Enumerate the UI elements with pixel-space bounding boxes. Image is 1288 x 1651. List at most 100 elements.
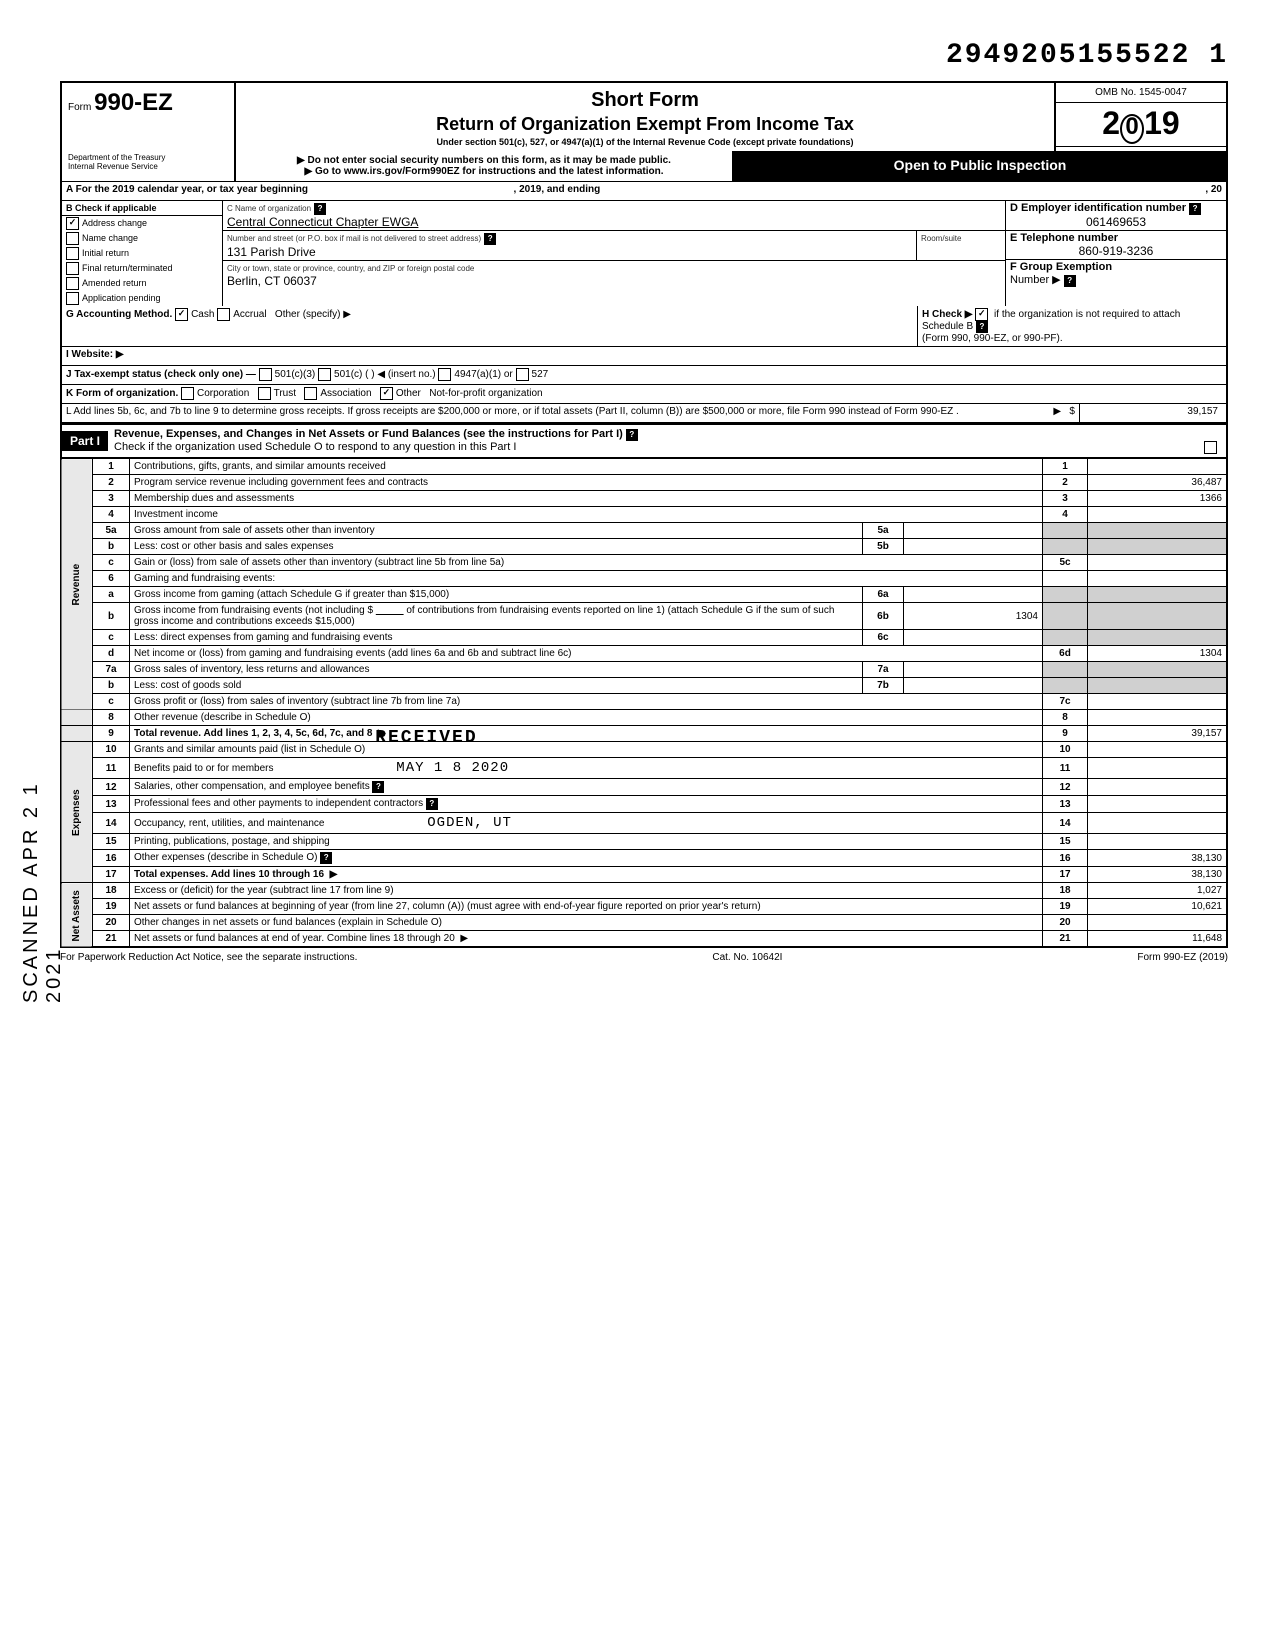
j-527-checkbox[interactable] [516, 368, 529, 381]
room-label: Room/suite [921, 234, 961, 243]
help-icon: ? [976, 321, 988, 333]
date-stamp: MAY 1 8 2020 [396, 760, 509, 776]
warn-url: Go to www.irs.gov/Form990EZ for instruct… [240, 166, 728, 177]
amt-val: 38,130 [1088, 867, 1228, 883]
line-desc: Contributions, gifts, grants, and simila… [130, 459, 1043, 475]
inner-amt [904, 587, 1043, 603]
side-label: Revenue [61, 459, 93, 710]
page-stamp: 2949205155522 1 [60, 40, 1228, 71]
amt-val [1088, 779, 1228, 796]
city-label: City or town, state or province, country… [227, 264, 474, 273]
amt-val [1088, 630, 1228, 646]
amt-box [1043, 539, 1088, 555]
line-desc: Net assets or fund balances at end of ye… [130, 931, 1043, 948]
amt-box: 19 [1043, 899, 1088, 915]
k-label: K Form of organization. [66, 388, 178, 399]
b-checkbox[interactable] [66, 217, 79, 230]
amt-box: 7c [1043, 694, 1088, 710]
j-501c3-checkbox[interactable] [259, 368, 272, 381]
side-label-cont [61, 726, 93, 742]
ein-value: 061469653 [1010, 215, 1222, 229]
cash-checkbox[interactable] [175, 308, 188, 321]
line-desc: Investment income [130, 507, 1043, 523]
line-desc: Total expenses. Add lines 10 through 16 … [130, 867, 1043, 883]
line-num: 8 [93, 710, 130, 726]
line-num: a [93, 587, 130, 603]
amt-val: 1304 [1088, 646, 1228, 662]
amt-val [1088, 555, 1228, 571]
line-desc: Salaries, other compensation, and employ… [130, 779, 1043, 796]
line-num: 7a [93, 662, 130, 678]
inner-amt [904, 678, 1043, 694]
line-desc: Gross sales of inventory, less returns a… [130, 662, 863, 678]
form-prefix: Form [68, 102, 91, 113]
line-num: 17 [93, 867, 130, 883]
dept-row: Department of the Treasury Internal Reve… [60, 151, 1228, 182]
k-assoc-label: Association [320, 388, 371, 399]
h-checkbox[interactable] [975, 308, 988, 321]
amt-box: 9 [1043, 726, 1088, 742]
cat-no: Cat. No. 10642I [712, 952, 782, 963]
inner-amt [904, 539, 1043, 555]
amt-val: 39,157 [1088, 726, 1228, 742]
open-public-badge: Open to Public Inspection [732, 151, 1226, 181]
g-label: G Accounting Method. [66, 309, 172, 320]
inner-box: 7a [863, 662, 904, 678]
amt-box: 17 [1043, 867, 1088, 883]
amt-box [1043, 630, 1088, 646]
line-num: 9 [93, 726, 130, 742]
addr-label: Number and street (or P.O. box if mail i… [227, 234, 481, 243]
line-desc: Membership dues and assessments [130, 491, 1043, 507]
line-num: c [93, 555, 130, 571]
b-item-label: Amended return [82, 278, 147, 288]
b-checkbox[interactable] [66, 262, 79, 275]
k-assoc-checkbox[interactable] [304, 387, 317, 400]
amt-val [1088, 710, 1228, 726]
amt-val [1088, 571, 1228, 587]
part1-table: Revenue1Contributions, gifts, grants, an… [60, 459, 1228, 948]
l-text: L Add lines 5b, 6c, and 7b to line 9 to … [66, 406, 959, 417]
line-num: d [93, 646, 130, 662]
accrual-checkbox[interactable] [217, 308, 230, 321]
b-checkbox[interactable] [66, 247, 79, 260]
d-label: D Employer identification number [1010, 202, 1186, 214]
k-other-value: Not-for-profit organization [429, 388, 542, 399]
line-num: 12 [93, 779, 130, 796]
k-corp-checkbox[interactable] [181, 387, 194, 400]
line-desc: Less: cost of goods sold [130, 678, 863, 694]
k-other-label: Other [396, 388, 421, 399]
form-label-cell: Form 990-EZ [62, 83, 236, 151]
amt-val [1088, 678, 1228, 694]
amt-box: 20 [1043, 915, 1088, 931]
line-a-label: A For the 2019 calendar year, or tax yea… [62, 182, 998, 200]
line-num: 16 [93, 850, 130, 867]
k-trust-checkbox[interactable] [258, 387, 271, 400]
line-num: 21 [93, 931, 130, 948]
line-desc: Other revenue (describe in Schedule O) [130, 710, 1043, 726]
warn-ssn: Do not enter social security numbers on … [240, 155, 728, 166]
amt-box: 18 [1043, 883, 1088, 899]
inner-amt [904, 662, 1043, 678]
j-501c-checkbox[interactable] [318, 368, 331, 381]
omb-cell: OMB No. 1545-0047 2019 [1054, 83, 1226, 151]
amt-box: 11 [1043, 758, 1088, 779]
k-trust-label: Trust [274, 388, 296, 399]
j-4947-checkbox[interactable] [438, 368, 451, 381]
e-label: E Telephone number [1010, 232, 1118, 244]
line-desc: Less: direct expenses from gaming and fu… [130, 630, 863, 646]
part1-label: Part I [62, 431, 108, 451]
b-checkbox[interactable] [66, 232, 79, 245]
part1-scho-checkbox[interactable] [1204, 441, 1217, 454]
b-checkbox[interactable] [66, 292, 79, 305]
inner-box: 5b [863, 539, 904, 555]
inner-amt [904, 523, 1043, 539]
k-other-checkbox[interactable] [380, 387, 393, 400]
line-desc: Other changes in net assets or fund bala… [130, 915, 1043, 931]
inner-box: 6c [863, 630, 904, 646]
amt-val: 1,027 [1088, 883, 1228, 899]
amt-val [1088, 742, 1228, 758]
form-number: 990-EZ [94, 89, 173, 116]
amt-val: 1366 [1088, 491, 1228, 507]
f-label: F Group Exemption [1010, 261, 1112, 273]
b-checkbox[interactable] [66, 277, 79, 290]
